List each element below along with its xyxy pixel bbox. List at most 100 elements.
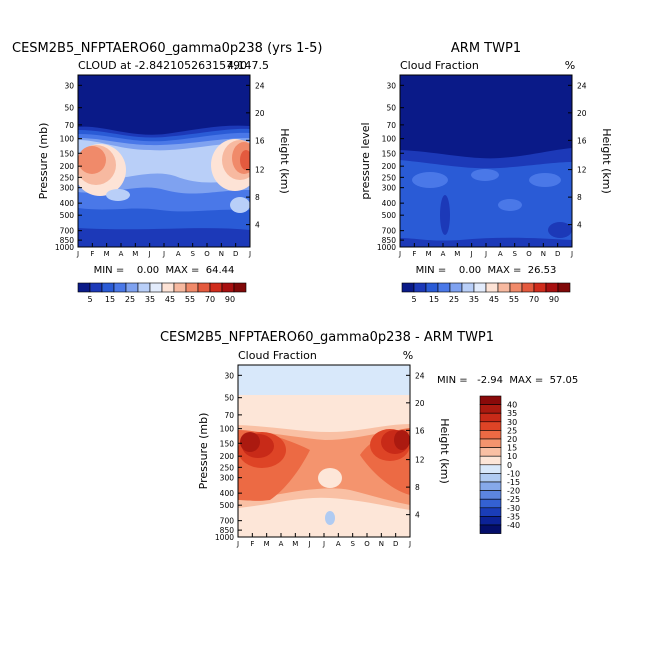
colorbar-label: 10 bbox=[507, 452, 517, 461]
colorbar-label: -40 bbox=[507, 521, 520, 530]
x-tick-label: J bbox=[322, 540, 325, 548]
panel2-subtitle-left: Cloud Fraction bbox=[400, 59, 479, 72]
x-tick-label: D bbox=[233, 250, 238, 258]
panel1-colorbar: 5 15 25 35 45 55 70 90 bbox=[77, 282, 247, 304]
colorbar-swatch bbox=[479, 395, 502, 405]
y-tick-label: 50 bbox=[224, 394, 234, 403]
x-tick-label: O bbox=[204, 250, 210, 258]
x-tick-label: S bbox=[350, 540, 355, 548]
y-tick-label: 500 bbox=[382, 211, 397, 220]
x-tick-label: A bbox=[441, 250, 446, 258]
colorbar-label: -30 bbox=[507, 504, 520, 513]
x-tick-label: J bbox=[398, 250, 401, 258]
y-tick-label: 100 bbox=[220, 425, 235, 434]
colorbar-swatch bbox=[479, 430, 502, 440]
x-tick-label: D bbox=[393, 540, 398, 548]
colorbar-label: 15 bbox=[429, 295, 439, 304]
x-tick-label: F bbox=[250, 540, 254, 548]
x-tick-label: A bbox=[336, 540, 341, 548]
colorbar-swatch bbox=[425, 282, 439, 293]
panel3-subtitle-right: % bbox=[403, 349, 413, 362]
right-tick-label: 8 bbox=[415, 483, 420, 492]
panel2-contour-field bbox=[400, 75, 572, 247]
x-tick-label: M bbox=[454, 250, 460, 258]
colorbar-swatch bbox=[173, 282, 187, 293]
colorbar-label: 35 bbox=[145, 295, 155, 304]
y-tick-label: 1000 bbox=[377, 243, 396, 252]
y-tick-label: 200 bbox=[382, 162, 397, 171]
colorbar-label: -25 bbox=[507, 495, 520, 504]
y-tick-label: 500 bbox=[60, 211, 75, 220]
y-tick-label: 70 bbox=[224, 411, 234, 420]
panel-model: CESM2B5_NFPTAERO60_gamma0p238 (yrs 1-5) … bbox=[12, 41, 322, 304]
colorbar-swatch bbox=[479, 516, 502, 526]
colorbar-label: 15 bbox=[507, 444, 517, 453]
colorbar-swatch bbox=[185, 282, 199, 293]
x-tick-label: A bbox=[498, 250, 503, 258]
colorbar-label: 55 bbox=[509, 295, 519, 304]
panel-obs: ARM TWP1 Cloud Fraction % J F M A M J J A S O N D J3… bbox=[359, 41, 613, 304]
panel3-title: CESM2B5_NFPTAERO60_gamma0p238 - ARM TWP1 bbox=[160, 330, 494, 345]
colorbar-swatch bbox=[485, 282, 499, 293]
right-tick-label: 20 bbox=[415, 399, 425, 408]
panel3-axes: J F M A M J J A S O N D J305070100150200250300400500… bbox=[215, 371, 425, 548]
colorbar-swatch bbox=[149, 282, 163, 293]
colorbar-label: 0 bbox=[507, 461, 512, 470]
x-tick-label: M bbox=[132, 250, 138, 258]
panel1-right-label: Height (km) bbox=[278, 128, 291, 194]
colorbar-swatch bbox=[479, 421, 502, 431]
panel3-subtitle-left: Cloud Fraction bbox=[238, 349, 317, 362]
y-tick-label: 300 bbox=[382, 184, 397, 193]
panel2-ylabel: pressure level bbox=[359, 122, 372, 199]
right-tick-label: 4 bbox=[577, 221, 582, 230]
x-tick-label: S bbox=[190, 250, 195, 258]
colorbar-swatch bbox=[533, 282, 547, 293]
colorbar-swatch bbox=[557, 282, 571, 293]
colorbar-label: 35 bbox=[469, 295, 479, 304]
colorbar-swatch bbox=[197, 282, 211, 293]
x-tick-label: A bbox=[279, 540, 284, 548]
x-tick-label: J bbox=[570, 250, 573, 258]
x-tick-label: F bbox=[90, 250, 94, 258]
x-tick-label: N bbox=[219, 250, 224, 258]
colorbar-label: 30 bbox=[507, 418, 517, 427]
x-tick-label: F bbox=[412, 250, 416, 258]
colorbar-label: -35 bbox=[507, 512, 520, 521]
x-tick-label: S bbox=[512, 250, 517, 258]
colorbar-label: 70 bbox=[205, 295, 215, 304]
y-tick-label: 500 bbox=[220, 501, 235, 510]
panel3-stats: MIN = -2.94 MAX = 57.05 bbox=[437, 375, 578, 386]
panel2-stats: MIN = 0.00 MAX = 26.53 bbox=[416, 265, 557, 276]
colorbar-label: -15 bbox=[507, 478, 520, 487]
colorbar-label: 25 bbox=[507, 426, 517, 435]
y-tick-label: 700 bbox=[382, 227, 397, 236]
x-tick-label: M bbox=[104, 250, 110, 258]
colorbar-swatch bbox=[479, 524, 502, 534]
panel2-title: ARM TWP1 bbox=[451, 41, 521, 56]
colorbar-swatch bbox=[479, 455, 502, 466]
y-tick-label: 850 bbox=[220, 526, 235, 535]
y-tick-label: 700 bbox=[60, 227, 75, 236]
colorbar-swatch bbox=[461, 282, 475, 293]
colorbar-swatch bbox=[479, 498, 502, 509]
panel2-colorbar: 5 15 25 35 45 55 70 90 bbox=[401, 282, 571, 304]
colorbar-label: -10 bbox=[507, 469, 520, 478]
colorbar-swatch bbox=[77, 282, 91, 293]
y-tick-label: 250 bbox=[220, 463, 235, 472]
colorbar-label: 25 bbox=[449, 295, 459, 304]
colorbar-swatch bbox=[479, 473, 502, 483]
y-tick-label: 400 bbox=[382, 199, 397, 208]
panel1-subtitle-right: 4,147.5 bbox=[227, 59, 269, 72]
x-tick-label: D bbox=[555, 250, 560, 258]
colorbar-swatch bbox=[113, 282, 127, 293]
right-tick-label: 24 bbox=[577, 81, 587, 90]
colorbar-swatch bbox=[413, 282, 427, 293]
y-tick-label: 200 bbox=[60, 162, 75, 171]
colorbar-swatch bbox=[401, 282, 415, 293]
x-tick-label: M bbox=[426, 250, 432, 258]
colorbar-swatch bbox=[479, 464, 502, 474]
y-tick-label: 850 bbox=[382, 236, 397, 245]
y-tick-label: 300 bbox=[220, 474, 235, 483]
panel1-ylabel: Pressure (mb) bbox=[37, 123, 50, 200]
colorbar-label: 45 bbox=[165, 295, 175, 304]
